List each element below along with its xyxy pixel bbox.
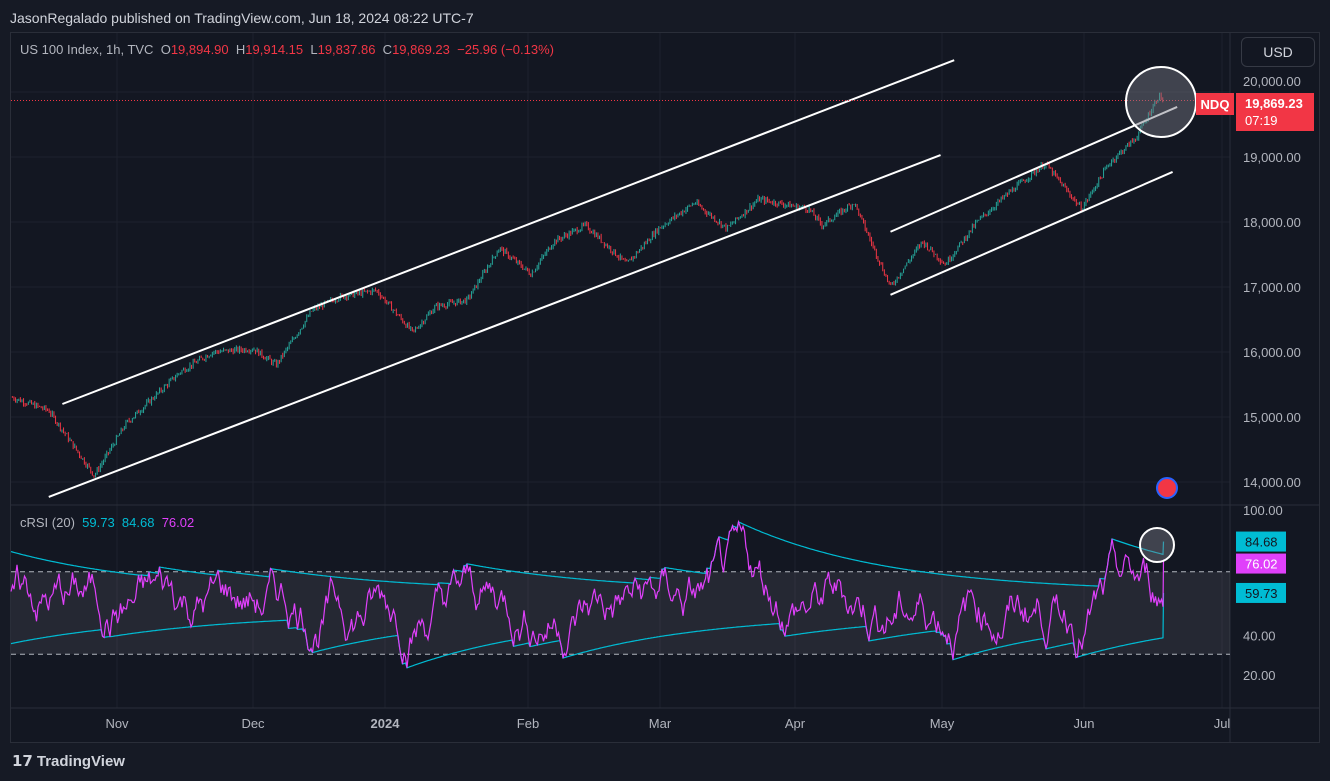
rsi-line [10,519,1165,668]
rsi-lower-value: 59.73 [82,515,115,530]
trendline [890,106,1178,233]
low-value: 19,837.86 [317,42,376,57]
trendline [890,171,1173,296]
price-badge [1236,93,1314,131]
rsi-badge-value: 76.02 [1245,557,1278,572]
price-tick: 18,000.00 [1243,215,1301,230]
time-tick: Feb [517,716,539,731]
countdown: 07:19 [1245,113,1278,128]
rsi-value: 76.02 [161,515,195,530]
time-tick: Jul [1214,716,1231,731]
close-label: C [382,42,393,57]
time-tick: Nov [105,716,129,731]
high-value: 19,914.15 [245,42,304,57]
tradingview-logo: 𝟭𝟳 TradingView [12,752,125,771]
rsi-tick: 100.00 [1243,503,1283,518]
rsi-lower-band [10,592,1165,669]
time-tick: 2024 [371,716,401,731]
open-value: 19,894.90 [170,42,229,57]
open-label: O [160,42,171,57]
low-label: L [310,42,318,57]
flag-event-icon [1156,477,1178,499]
price-tick: 14,000.00 [1243,475,1301,490]
rsi-tick: 20.00 [1243,668,1276,683]
high-label: H [235,42,246,57]
currency-button[interactable]: USD [1241,37,1315,67]
symbol-legend: US 100 Index, 1h, TVC O19,894.90 H19,914… [20,42,554,57]
price-tick: 15,000.00 [1243,410,1301,425]
close-value: 19,869.23 [392,42,450,57]
rsi-upper-band [10,521,1165,587]
publish-info: JasonRegalado published on TradingView.c… [10,10,474,26]
trendline [48,154,941,498]
rsi-highlight-circle [1139,527,1175,563]
highlight-circle [1125,66,1197,138]
time-tick: Dec [241,716,265,731]
rsi-tick: 40.00 [1243,629,1276,644]
chart-frame[interactable] [10,32,1320,743]
rsi-legend: cRSI (20) 59.73 84.68 76.02 [20,515,194,530]
brand-name: TradingView [36,752,125,770]
candles [11,92,1164,478]
rsi-badge [1236,553,1286,574]
rsi-badge [1236,582,1286,603]
time-tick: May [930,716,955,731]
price-tick: 16,000.00 [1243,345,1301,360]
rsi-band-fill [11,571,1230,655]
rsi-badge [1236,531,1286,552]
price-tick: 17,000.00 [1243,280,1301,295]
rsi-badge-value: 84.68 [1245,535,1278,550]
change-value: −25.96 (−0.13%) [457,42,554,57]
price-tick: 20,000.00 [1243,74,1301,89]
time-tick: Mar [649,716,672,731]
time-tick: Jun [1074,716,1095,731]
rsi-badge-value: 59.73 [1245,586,1278,601]
price-badge-value: 19,869.23 [1245,96,1303,111]
time-tick: Apr [785,716,806,731]
tv-logo-icon: 𝟭𝟳 [12,753,33,770]
ticker-label: NDQ [1201,97,1230,112]
trendline [62,59,955,405]
ticker-badge [1196,93,1234,115]
rsi-upper-value: 84.68 [121,515,155,530]
price-tick: 19,000.00 [1243,150,1301,165]
symbol-name: US 100 Index, 1h, TVC [20,42,154,57]
rsi-name: cRSI (20) [20,515,75,530]
